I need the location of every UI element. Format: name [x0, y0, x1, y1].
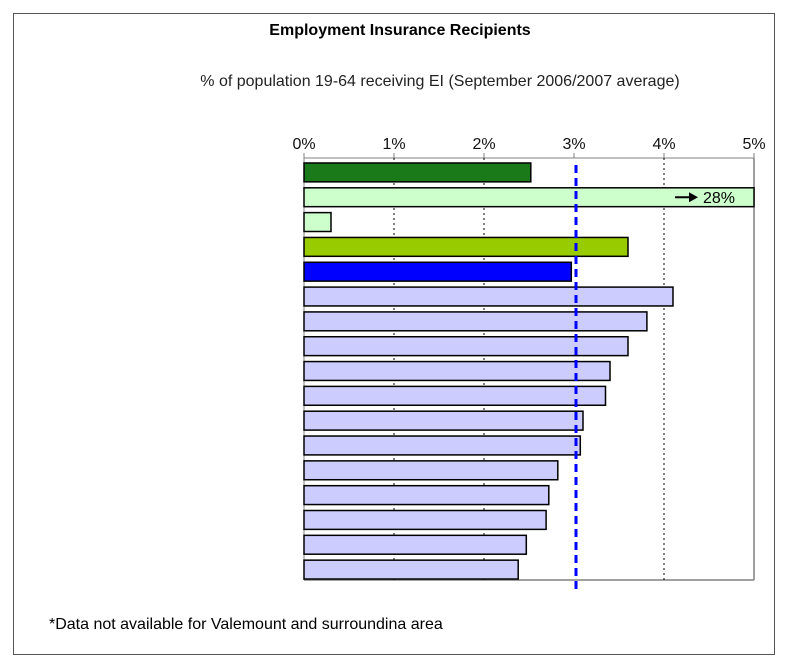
bar: [303, 509, 547, 531]
bar: [303, 311, 648, 332]
bar: [303, 211, 332, 233]
bar: [303, 484, 550, 506]
bar: [303, 286, 674, 307]
chart-subtitle: % of population 19-64 receiving EI (Sept…: [200, 73, 680, 90]
x-tick-label: 3%: [562, 136, 585, 153]
bar: [303, 335, 629, 357]
bar: [303, 360, 611, 382]
bar: [303, 435, 582, 456]
x-tick-label: 0%: [292, 136, 315, 153]
x-tick-label: 5%: [742, 136, 765, 153]
bar: [303, 261, 573, 282]
bar: [303, 385, 607, 407]
footnote: *Data not available for Valemount and su…: [49, 616, 443, 633]
x-tick-label: 1%: [382, 136, 405, 153]
bar: [303, 534, 528, 555]
chart-title: Employment Insurance Recipients: [269, 22, 531, 39]
x-tick-label: 2%: [472, 136, 495, 153]
bar: [303, 162, 532, 183]
bar: [303, 460, 559, 481]
bar: [303, 236, 629, 258]
bar: [303, 187, 755, 208]
annotation-label: 28%: [703, 190, 735, 207]
bar: [303, 410, 584, 431]
x-tick-label: 4%: [652, 136, 675, 153]
annotation-arrow-head: [689, 192, 698, 203]
bar: [303, 559, 519, 580]
